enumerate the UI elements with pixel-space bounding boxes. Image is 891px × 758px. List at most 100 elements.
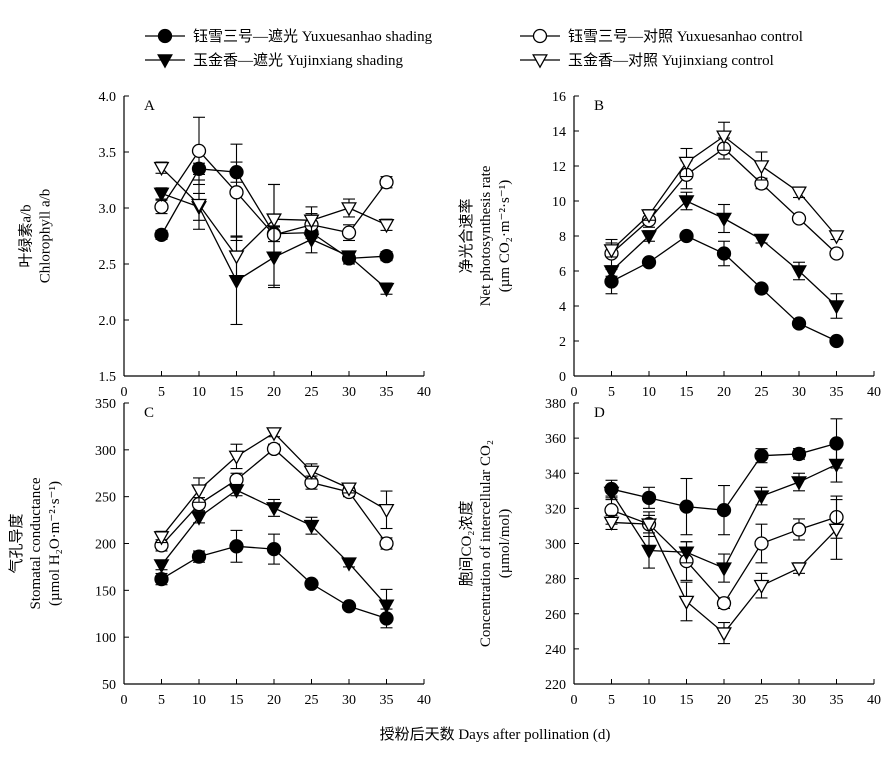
- y-tick-label: 220: [545, 678, 566, 693]
- data-point: [229, 185, 244, 200]
- data-point: [228, 275, 245, 290]
- x-axis-label: 授粉后天数 Days after pollination (d): [380, 726, 611, 743]
- data-point: [603, 244, 620, 259]
- data-point: [641, 255, 657, 270]
- x-tick-label: 25: [755, 693, 769, 708]
- x-tick-label: 40: [867, 693, 881, 708]
- series-1: [604, 228, 844, 349]
- x-tick-label: 0: [121, 385, 128, 400]
- x-tick-label: 10: [192, 693, 206, 708]
- y-tick-label: 380: [545, 397, 566, 412]
- data-point: [791, 562, 807, 577]
- x-tick-label: 25: [305, 693, 319, 708]
- data-point: [266, 502, 282, 517]
- panels: 0 5 10 15 20 25 30 35 401.52.02.53.03.54.0A叶绿素a/…: [8, 90, 881, 708]
- data-point: [304, 576, 319, 591]
- y-tick-label: 2.0: [99, 314, 117, 329]
- data-point: [641, 209, 657, 224]
- data-point: [266, 213, 282, 228]
- x-tick-label: 0: [571, 693, 578, 708]
- data-point: [791, 265, 807, 280]
- data-point: [641, 544, 657, 560]
- data-point: [716, 596, 732, 611]
- x-tick-label: 40: [417, 693, 431, 708]
- data-point: [153, 559, 170, 574]
- data-point: [228, 484, 245, 499]
- data-point: [378, 504, 395, 519]
- x-tick-label: 35: [830, 385, 844, 400]
- data-point: [716, 212, 732, 228]
- data-point: [716, 627, 732, 642]
- x-tick-label: 20: [717, 385, 731, 400]
- y-tick-label: 3.5: [99, 146, 117, 161]
- data-point: [303, 519, 320, 535]
- panel-label: C: [144, 405, 154, 421]
- data-point: [641, 230, 657, 245]
- x-tick-label: 40: [867, 385, 881, 400]
- x-tick-label: 20: [717, 693, 731, 708]
- y-axis-label: Net photosynthesis rate: [478, 165, 494, 306]
- data-point: [266, 541, 282, 557]
- data-point: [754, 536, 769, 551]
- data-point: [678, 595, 695, 610]
- legend-item: 钰雪三号—遮光 Yuxuesanhao shading: [145, 28, 433, 45]
- data-point: [679, 228, 694, 244]
- data-point: [379, 175, 394, 190]
- data-point: [303, 465, 320, 480]
- x-tick-label: 15: [230, 385, 244, 400]
- x-tick-label: 40: [417, 385, 431, 400]
- data-point: [678, 156, 695, 172]
- data-point: [828, 300, 845, 315]
- data-point: [716, 562, 732, 577]
- y-axis-label: 胞间CO₂浓度: [458, 500, 475, 586]
- y-tick-label: 150: [95, 584, 116, 599]
- data-point: [828, 523, 845, 538]
- data-point: [679, 499, 694, 514]
- data-point: [753, 160, 770, 175]
- data-point: [791, 476, 807, 491]
- y-axis-label: 气孔导度: [8, 513, 25, 573]
- data-point: [828, 458, 845, 473]
- legend-label: 玉金香—对照 Yujinxiang control: [568, 52, 774, 69]
- y-tick-label: 300: [95, 444, 116, 459]
- data-point: [191, 484, 207, 499]
- y-tick-label: 360: [545, 432, 566, 447]
- x-tick-label: 15: [680, 385, 694, 400]
- data-point: [791, 522, 807, 537]
- data-point: [379, 536, 394, 551]
- data-point: [604, 502, 619, 518]
- data-point: [716, 130, 732, 145]
- data-point: [829, 246, 844, 261]
- legend-label: 钰雪三号—遮光 Yuxuesanhao shading: [193, 28, 433, 45]
- data-point: [153, 531, 170, 546]
- y-tick-label: 2.5: [99, 258, 117, 273]
- y-tick-label: 10: [552, 195, 566, 210]
- x-tick-label: 15: [680, 693, 694, 708]
- legend-item: 玉金香—对照 Yujinxiang control: [520, 52, 774, 69]
- y-axis-label: Concentration of intercellular CO₂: [478, 440, 494, 647]
- y-tick-label: 100: [95, 631, 116, 646]
- x-tick-label: 5: [608, 385, 615, 400]
- data-point: [678, 546, 695, 561]
- data-point: [341, 557, 357, 572]
- data-point: [228, 250, 245, 265]
- data-point: [754, 448, 769, 463]
- data-point: [341, 250, 357, 265]
- data-point: [378, 219, 395, 234]
- x-tick-label: 10: [642, 385, 656, 400]
- legend-label: 钰雪三号—对照 Yuxuesanhao control: [568, 28, 803, 45]
- series-1: [604, 418, 844, 536]
- data-point: [154, 227, 169, 243]
- y-tick-label: 8: [559, 230, 566, 245]
- y-tick-label: 2: [559, 335, 566, 350]
- panel-d: 0 5 10 15 20 25 30 35 40 220 240 260 280 300 320 340 360…: [458, 397, 881, 708]
- data-point: [716, 502, 732, 518]
- panel-c: 0 5 10 15 20 25 30 35 40 50 100 150 200 250 300 350 C 气孔导…: [8, 397, 431, 708]
- legend-item: 钰雪三号—对照 Yuxuesanhao control: [520, 28, 803, 45]
- x-tick-label: 30: [792, 385, 806, 400]
- data-point: [603, 516, 620, 531]
- y-tick-label: 1.5: [99, 370, 117, 385]
- series-3: [603, 446, 845, 583]
- data-point: [829, 333, 844, 349]
